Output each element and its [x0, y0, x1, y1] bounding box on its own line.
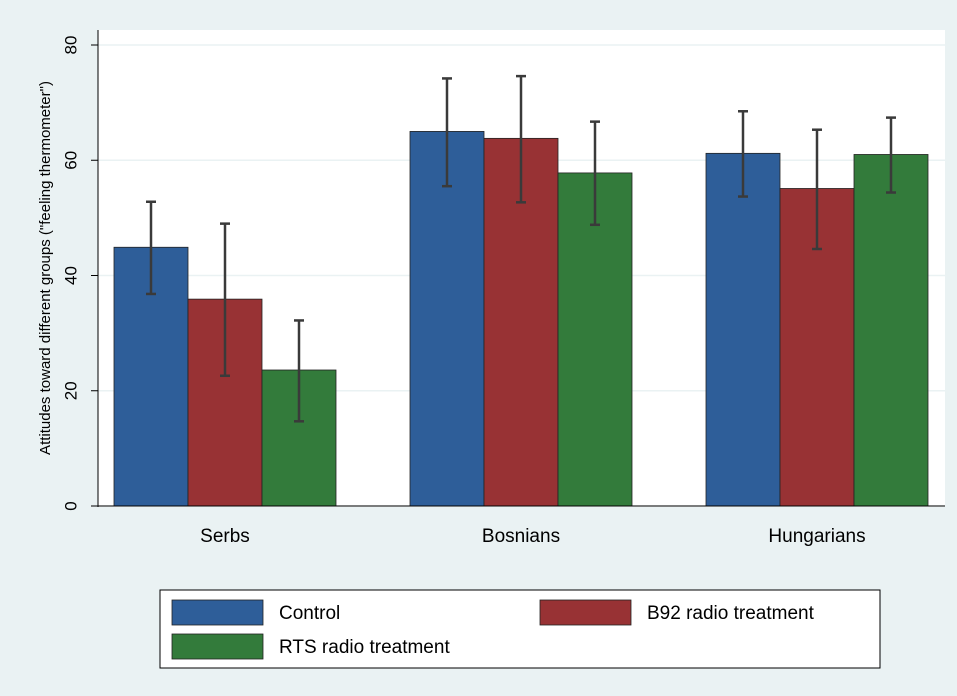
y-tick-label: 40: [61, 266, 80, 285]
bar: [409, 131, 485, 507]
error-bar: [812, 128, 822, 251]
y-tick-label: 20: [61, 381, 80, 400]
legend-label: Control: [279, 603, 340, 624]
x-tick-label: Serbs: [200, 526, 250, 547]
bar: [853, 154, 929, 507]
legend-swatch: [539, 599, 632, 626]
y-axis-title: Attitudes toward different groups ("feel…: [37, 81, 54, 455]
legend-swatch: [171, 599, 264, 626]
legend-label: B92 radio treatment: [647, 603, 815, 624]
x-tick-label: Hungarians: [768, 526, 865, 547]
legend: [159, 589, 881, 669]
x-tick-label: Bosnians: [482, 526, 560, 547]
y-tick-label: 60: [61, 151, 80, 170]
bar: [557, 172, 633, 507]
y-tick-label: 0: [61, 501, 80, 510]
legend-swatch: [171, 633, 264, 660]
error-bar: [220, 222, 230, 378]
error-bar: [294, 319, 304, 423]
error-bar: [146, 200, 156, 296]
error-bar: [886, 116, 896, 194]
legend-label: RTS radio treatment: [279, 637, 450, 658]
error-bar: [442, 77, 452, 188]
error-bar: [590, 120, 600, 227]
error-bar: [738, 110, 748, 198]
bar: [705, 152, 781, 507]
y-tick-label: 80: [61, 36, 80, 55]
error-bar: [516, 74, 526, 204]
